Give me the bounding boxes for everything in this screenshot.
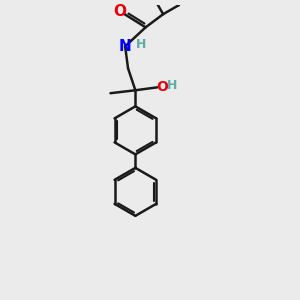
Text: H: H bbox=[136, 38, 146, 51]
Text: O: O bbox=[157, 80, 169, 94]
Text: N: N bbox=[119, 39, 131, 54]
Text: O: O bbox=[113, 4, 126, 19]
Text: H: H bbox=[167, 79, 178, 92]
